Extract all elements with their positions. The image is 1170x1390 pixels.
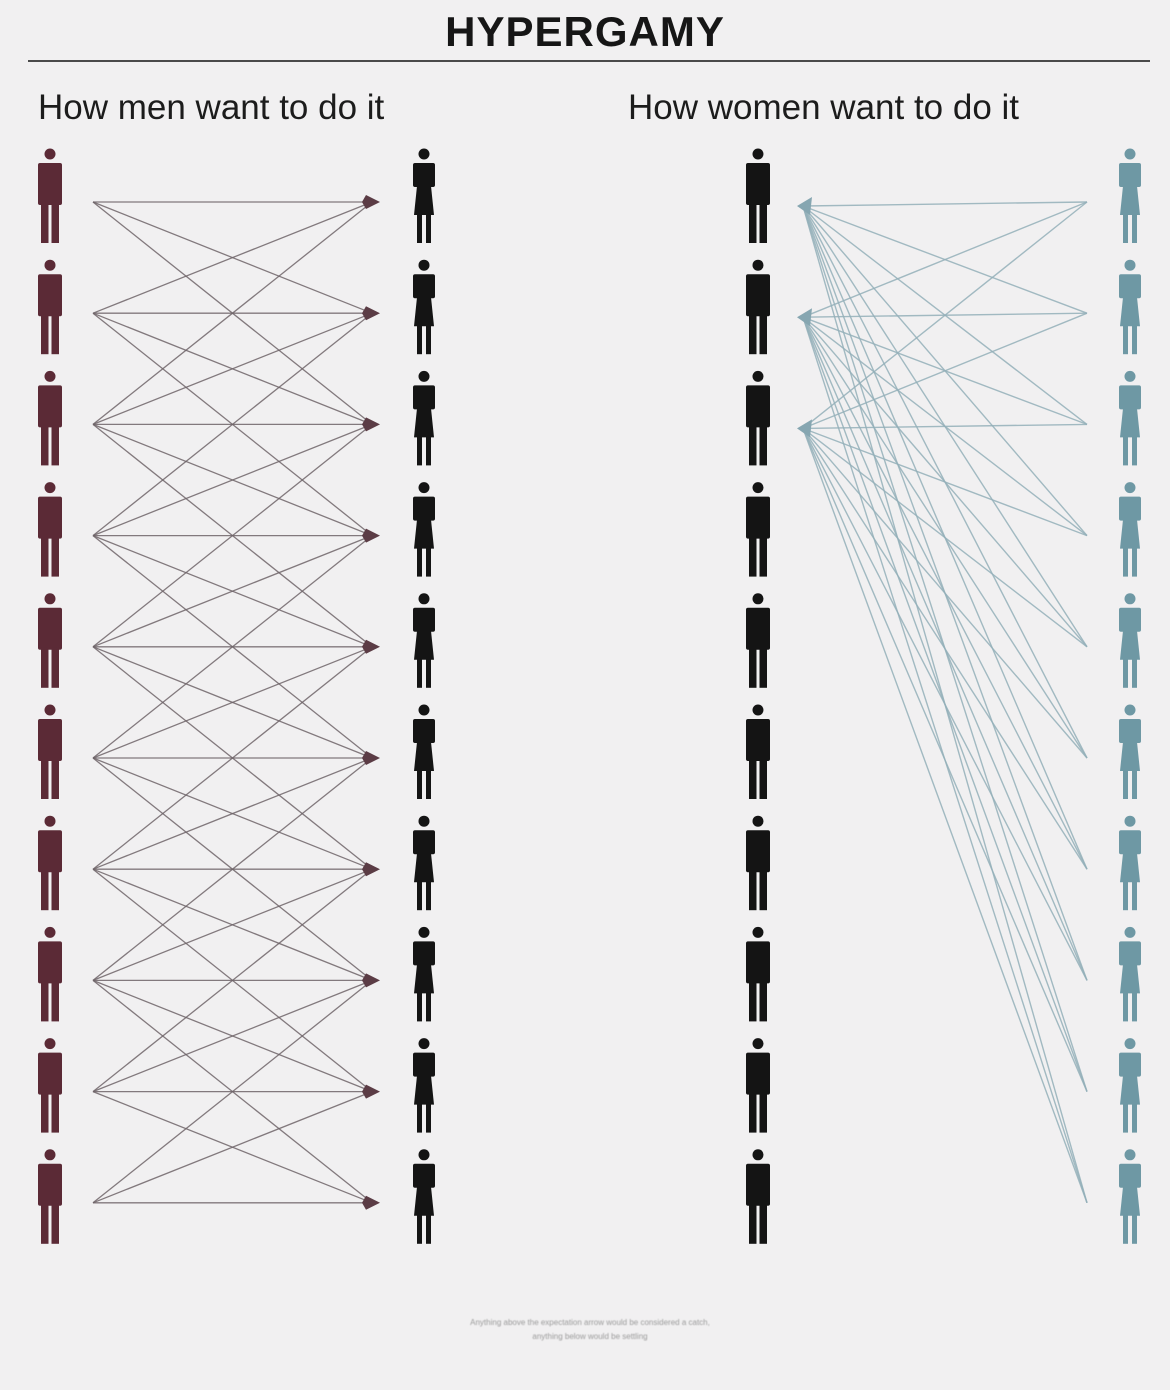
man-figure-icon [746, 1149, 770, 1244]
woman-figure-icon [1119, 1038, 1141, 1133]
link-line [92, 534, 373, 648]
link-line [92, 423, 373, 537]
link-line [92, 979, 373, 1204]
man-figure-icon [38, 1149, 62, 1244]
link-line [802, 428, 1088, 1204]
man-figure-icon [746, 593, 770, 688]
man-figure-icon [746, 815, 770, 911]
man-figure-icon [746, 926, 770, 1022]
arrowhead-icon [362, 306, 380, 321]
link-line [92, 201, 373, 425]
arrowhead-icon [362, 751, 380, 765]
arrowhead-icon [362, 639, 380, 654]
arrowhead-icon [362, 1195, 380, 1210]
woman-figure-icon [413, 704, 435, 799]
link-line [802, 205, 1088, 425]
man-figure-icon [38, 926, 62, 1022]
man-figure-icon [746, 704, 770, 799]
link-line [92, 1090, 373, 1204]
footnote: Anything above the expectation arrow wou… [300, 1316, 880, 1344]
man-figure-icon [38, 815, 62, 911]
link-line [92, 312, 373, 426]
link-line [92, 535, 373, 759]
woman-figure-icon [1119, 482, 1141, 577]
woman-figure-icon [413, 1149, 435, 1244]
man-figure-icon [746, 148, 770, 243]
man-figure-icon [38, 148, 62, 243]
link-line [802, 205, 1088, 981]
woman-figure-icon [413, 1038, 435, 1133]
woman-figure-icon [413, 926, 435, 1022]
man-figure-icon [38, 482, 62, 577]
right-panel-links [802, 201, 1088, 1204]
woman-figure-icon [1119, 926, 1141, 1022]
link-line [802, 205, 1088, 759]
link-line [92, 757, 373, 981]
man-figure-icon [746, 482, 770, 577]
link-line [802, 201, 1088, 207]
link-line [802, 205, 1088, 870]
link-line [92, 868, 373, 1093]
link-line [92, 757, 373, 870]
right-panel-heading: How women want to do it [628, 88, 1020, 127]
link-line [802, 205, 1088, 314]
link-line [92, 423, 373, 648]
footnote-line-1: Anything above the expectation arrow wou… [470, 1318, 710, 1327]
link-line [802, 205, 1088, 537]
arrowhead-icon [362, 417, 380, 432]
woman-figure-icon [1119, 1149, 1141, 1244]
arrowhead-icon [797, 308, 812, 327]
left-panel-links [92, 201, 373, 1204]
link-line [802, 205, 1088, 1203]
woman-figure-icon [413, 370, 435, 466]
man-figure-icon [746, 259, 770, 355]
link-line [92, 979, 373, 1093]
left-panel-heading: How men want to do it [38, 88, 385, 127]
link-line [802, 205, 1088, 1092]
woman-figure-icon [1119, 704, 1141, 799]
link-line [92, 646, 373, 870]
title-divider [28, 60, 1150, 62]
man-figure-icon [746, 370, 770, 466]
man-figure-icon [746, 1038, 770, 1133]
arrowhead-icon [362, 973, 380, 988]
link-line [802, 205, 1088, 648]
man-figure-icon [38, 370, 62, 466]
woman-figure-icon [413, 482, 435, 577]
woman-figure-icon [1119, 815, 1141, 911]
woman-figure-icon [1119, 148, 1141, 243]
man-figure-icon [38, 259, 62, 355]
arrowhead-icon [362, 195, 380, 209]
link-line [92, 646, 373, 759]
link-line [802, 316, 1088, 1204]
man-figure-icon [38, 704, 62, 799]
woman-figure-icon [1119, 593, 1141, 688]
arrowhead-icon [797, 419, 812, 438]
link-line [92, 312, 373, 537]
woman-figure-icon [413, 815, 435, 911]
man-figure-icon [38, 593, 62, 688]
woman-figure-icon [413, 593, 435, 688]
woman-figure-icon [413, 259, 435, 355]
link-line [92, 868, 373, 982]
page-title: HYPERGAMY [445, 8, 725, 55]
link-line [92, 201, 373, 314]
footnote-line-2: anything below would be settling [532, 1332, 648, 1341]
woman-figure-icon [413, 148, 435, 243]
arrowhead-icon [362, 862, 380, 877]
woman-figure-icon [1119, 259, 1141, 355]
arrowhead-icon [797, 197, 812, 215]
woman-figure-icon [1119, 370, 1141, 466]
arrowhead-icon [362, 528, 380, 543]
man-figure-icon [38, 1038, 62, 1133]
arrowhead-icon [362, 1084, 380, 1099]
